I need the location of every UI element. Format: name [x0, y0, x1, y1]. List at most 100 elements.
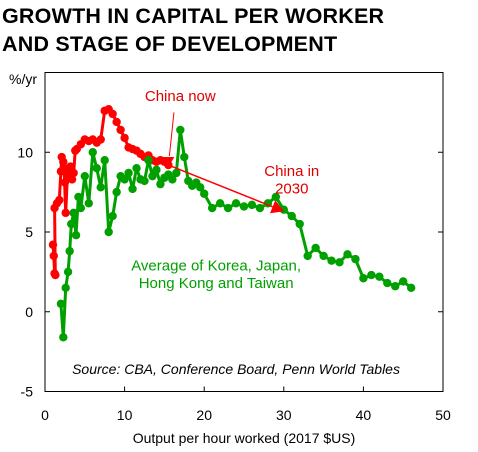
data-point-average	[295, 219, 304, 229]
data-point-average	[172, 168, 181, 178]
data-point-average	[61, 283, 70, 293]
data-point-average	[104, 227, 113, 237]
data-point-china	[112, 117, 121, 127]
chart-title-line-1: GROWTH IN CAPITAL PER WORKER	[2, 4, 385, 28]
data-point-average	[231, 199, 241, 208]
data-point-average	[311, 243, 320, 253]
data-point-average	[56, 299, 66, 308]
series-average	[56, 125, 416, 342]
data-point-average	[359, 274, 368, 283]
data-point-average	[279, 205, 288, 214]
annotation-china-2030-line2: 2030	[275, 181, 308, 198]
data-point-china	[61, 208, 70, 218]
annotation-average-line1: Average of Korea, Japan,	[131, 257, 301, 274]
arrow-head	[270, 200, 284, 214]
data-point-average	[180, 152, 189, 162]
data-point-china	[51, 270, 60, 280]
data-point-average	[144, 156, 153, 165]
data-point-average	[399, 277, 408, 286]
data-point-china	[49, 251, 58, 261]
annotation-source: Source: CBA, Conference Board, Penn Worl…	[72, 361, 400, 377]
data-point-china	[120, 133, 129, 143]
data-point-average	[287, 211, 296, 221]
y-tick-label: 0	[25, 304, 33, 320]
chart-title: GROWTH IN CAPITAL PER WORKER AND STAGE O…	[0, 2, 478, 58]
data-point-average	[239, 202, 249, 211]
data-point-china	[48, 240, 58, 249]
y-tick-label: -5	[21, 384, 34, 400]
data-point-average	[132, 164, 141, 173]
annotation-china-2030-line1: China in	[264, 163, 319, 180]
china-now-pointer	[168, 112, 175, 157]
data-point-average	[69, 208, 78, 218]
data-point-average	[156, 179, 165, 189]
y-tick-label: 5	[25, 224, 33, 240]
series-china	[48, 104, 173, 280]
axis-ticks	[44, 151, 444, 392]
data-point-average	[391, 282, 400, 291]
data-point-average	[375, 272, 384, 281]
x-tick-label: 10	[117, 407, 133, 423]
data-point-average	[176, 125, 185, 135]
data-point-china	[116, 125, 125, 135]
data-point-average	[88, 148, 97, 157]
data-point-average	[84, 199, 93, 208]
data-point-china	[96, 135, 105, 144]
data-point-average	[76, 203, 86, 213]
series-layer	[48, 104, 416, 342]
data-point-average	[65, 246, 74, 256]
data-point-average	[200, 189, 209, 198]
data-point-average	[124, 168, 133, 178]
data-point-average	[168, 175, 177, 184]
data-point-average	[247, 200, 257, 210]
x-tick-label: 50	[435, 407, 451, 423]
data-point-average	[80, 171, 90, 181]
data-point-china	[66, 162, 75, 171]
series-line-average	[59, 128, 413, 339]
data-point-average	[255, 203, 265, 213]
data-point-average	[351, 254, 360, 264]
data-point-average	[215, 199, 225, 208]
data-point-average	[343, 250, 352, 259]
china-projection-arrow	[162, 112, 284, 214]
data-point-china	[69, 168, 78, 178]
data-point-average	[327, 256, 336, 265]
x-tick-label: 40	[356, 407, 372, 423]
data-point-average	[196, 183, 205, 192]
data-point-average	[140, 176, 149, 186]
china-now-marker	[162, 157, 175, 168]
data-point-average	[74, 192, 83, 202]
data-point-average	[100, 156, 109, 165]
chart-title-line-2: AND STAGE OF DEVELOPMENT	[2, 32, 338, 56]
data-point-average	[335, 258, 344, 267]
y-tick-label: 10	[17, 144, 33, 160]
x-axis-label: Output per hour worked (2017 $US)	[133, 430, 356, 446]
data-point-china	[59, 157, 68, 167]
data-point-china	[67, 175, 77, 184]
arrow-shaft	[168, 164, 273, 208]
x-tick-label: 20	[196, 407, 212, 423]
data-point-average	[71, 230, 81, 240]
data-point-average	[271, 192, 281, 202]
x-tick-label: 0	[41, 407, 49, 423]
data-point-average	[63, 267, 73, 277]
data-point-average	[383, 278, 392, 288]
data-point-average	[319, 251, 328, 261]
data-point-average	[92, 164, 101, 173]
data-point-average	[128, 184, 137, 194]
annotation-china-now: China now	[145, 88, 216, 105]
y-axis-label: %/yr	[9, 71, 37, 87]
data-point-average	[112, 187, 121, 197]
annotation-average-line2: Hong Kong and Taiwan	[139, 275, 294, 292]
x-tick-label: 30	[276, 407, 292, 423]
data-point-average	[96, 183, 105, 192]
data-point-average	[303, 251, 312, 261]
data-point-average	[406, 283, 416, 293]
data-point-average	[108, 211, 117, 221]
data-point-average	[207, 203, 217, 213]
data-point-china	[108, 109, 117, 119]
data-point-average	[120, 175, 129, 184]
data-point-average	[223, 203, 233, 213]
